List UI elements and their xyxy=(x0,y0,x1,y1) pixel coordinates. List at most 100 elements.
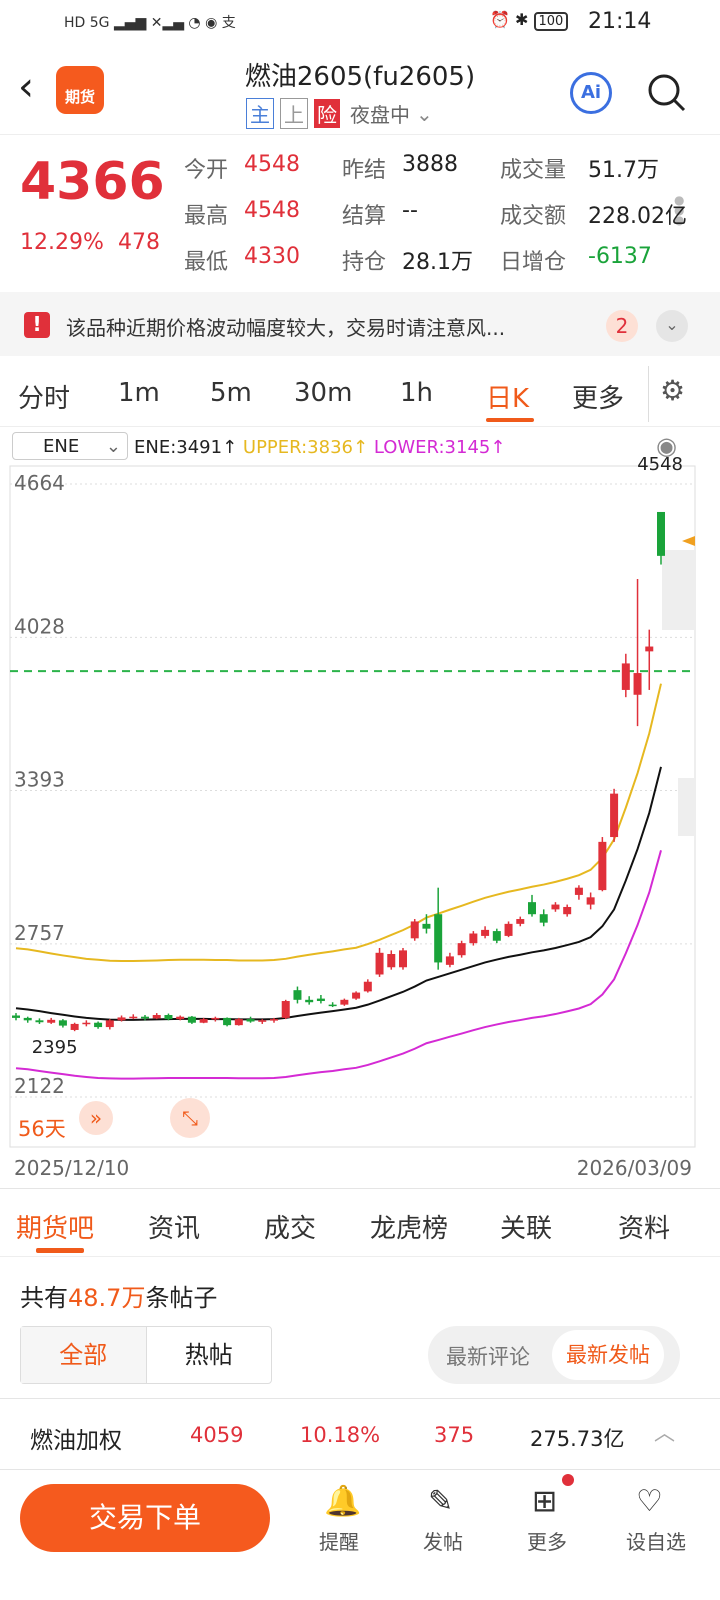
candle-body xyxy=(457,943,466,956)
stat-label: 最高 xyxy=(184,204,229,229)
candle-body xyxy=(387,953,396,968)
eye-icon[interactable]: ◉ xyxy=(656,432,677,460)
candle-body xyxy=(234,1019,243,1026)
badge-dot xyxy=(562,1474,574,1486)
stat-label: 今开 xyxy=(184,158,229,183)
battery: 100 xyxy=(533,12,569,31)
candle-body xyxy=(117,1017,126,1021)
stat-label: 持仓 xyxy=(342,250,387,275)
period-tab[interactable]: 5m xyxy=(210,378,252,408)
indicator-select[interactable]: ENE ⌄ xyxy=(12,432,128,460)
nav-label[interactable]: 更多 xyxy=(527,1530,567,1554)
notice-text: 该品种近期价格波动幅度较大，交易时请注意风... xyxy=(66,316,506,340)
scroll-button xyxy=(79,1101,113,1135)
clock: 21:14 xyxy=(588,9,652,34)
period-label: 56天 xyxy=(18,1117,66,1141)
stat-value: 28.1万 xyxy=(402,250,473,275)
candle-body xyxy=(528,902,536,915)
ai-button[interactable]: Ai xyxy=(570,72,612,114)
period-tab[interactable]: 更多 xyxy=(572,384,625,414)
stat-label: 结算 xyxy=(342,204,387,229)
period-tab[interactable]: 1h xyxy=(400,378,434,408)
community-tab[interactable]: 资讯 xyxy=(148,1214,201,1244)
post-count: 共有48.7万条帖子 xyxy=(20,1278,217,1313)
candle-body xyxy=(35,1020,44,1023)
candle-body xyxy=(270,1019,278,1021)
ind-upper: UPPER:3836↑ xyxy=(242,437,369,458)
nav-icon[interactable]: ✎ xyxy=(428,1484,454,1519)
tag: 上 xyxy=(280,98,308,129)
candle-body xyxy=(164,1015,173,1020)
fullscreen-icon: ⤡ xyxy=(182,1106,198,1130)
filter[interactable]: 全部 xyxy=(21,1327,147,1383)
stat-label: 日增仓 xyxy=(500,250,567,275)
related-pct: 10.18% xyxy=(300,1423,381,1447)
candle-body xyxy=(645,646,654,652)
stat-value: 3888 xyxy=(402,152,458,177)
nav-label[interactable]: 设自选 xyxy=(626,1530,686,1554)
session[interactable]: 夜盘中 xyxy=(350,103,410,127)
filter[interactable]: 热帖 xyxy=(184,1341,233,1369)
community-tab[interactable]: 关联 xyxy=(500,1214,553,1244)
tab-underline xyxy=(36,1248,84,1253)
candle-body xyxy=(258,1020,267,1022)
count: 48.7万 xyxy=(68,1284,146,1312)
period-tab[interactable]: 1m xyxy=(118,378,160,408)
trade-button[interactable]: 交易下单 xyxy=(20,1484,270,1552)
tag: 主 xyxy=(246,98,274,129)
related-price: 4059 xyxy=(190,1423,244,1447)
community-tab[interactable]: 龙虎榜 xyxy=(370,1214,449,1244)
indicator-line xyxy=(15,683,662,962)
stat-value: 4548 xyxy=(244,152,300,177)
prefix: 共有 xyxy=(20,1284,68,1312)
candle-body xyxy=(481,929,490,936)
pct: 12.29% xyxy=(20,230,104,255)
nav-icon[interactable]: ⊞ xyxy=(532,1484,558,1519)
y-tick-label: 2757 xyxy=(14,921,65,945)
divider xyxy=(648,366,649,422)
back-button[interactable]: ‹ xyxy=(18,64,34,110)
notice-bar[interactable] xyxy=(0,292,720,356)
nav-label[interactable]: 提醒 xyxy=(319,1530,359,1554)
ind-ene: ENE:3491↑ xyxy=(134,437,238,458)
period-tab[interactable]: 日K xyxy=(486,384,530,414)
settings[interactable]: ⚙ xyxy=(660,374,686,407)
sort[interactable]: 最新评论 xyxy=(446,1345,530,1369)
candle-body xyxy=(281,1001,290,1018)
nav-label[interactable]: 发帖 xyxy=(423,1530,463,1554)
y-tick-label: 3393 xyxy=(14,768,65,792)
stat-value: 228.02亿 xyxy=(588,204,687,229)
nav-icon[interactable]: 🔔 xyxy=(324,1484,362,1519)
candle-body xyxy=(23,1017,32,1021)
change: 478 xyxy=(118,230,160,255)
candle-body xyxy=(223,1017,232,1026)
stat-label: 昨结 xyxy=(342,158,387,183)
more-dots[interactable]: ● ● ● xyxy=(674,193,685,227)
period-tab[interactable]: 分时 xyxy=(18,384,71,414)
candle-body xyxy=(621,663,630,690)
search-icon[interactable] xyxy=(646,72,688,114)
candle-body xyxy=(47,1019,56,1023)
status-icons: HD 5G ▂▄▆ ✕▂▄ ◔ ◉ 支 xyxy=(64,15,236,31)
related-name: 燃油加权 xyxy=(30,1428,122,1454)
related-bar[interactable]: 燃油加权 4059 10.18% 375 275.73亿 ︿ xyxy=(0,1398,720,1470)
nav-icon[interactable]: ♡ xyxy=(636,1484,663,1519)
scroll-icon: » xyxy=(90,1106,102,1130)
community-tab[interactable]: 资料 xyxy=(618,1214,671,1244)
community-tab[interactable]: 成交 xyxy=(264,1214,317,1244)
sort[interactable]: 最新发帖 xyxy=(552,1330,664,1380)
expand[interactable]: ⌄ xyxy=(656,310,688,342)
candle-body xyxy=(410,921,419,939)
candle-body xyxy=(199,1019,208,1023)
candle-body xyxy=(187,1016,196,1023)
candle-body xyxy=(211,1017,220,1020)
candle-body xyxy=(176,1016,185,1020)
candle-body xyxy=(469,933,478,944)
candle-body xyxy=(563,906,572,915)
candle-body xyxy=(422,923,431,929)
stat-value: 4548 xyxy=(244,198,300,223)
community-tab[interactable]: 期货吧 xyxy=(16,1214,95,1244)
y-tick-label: 4028 xyxy=(14,614,65,638)
period-tab[interactable]: 30m xyxy=(294,378,353,408)
tag-row: 主 上 险 夜盘中 ⌄ xyxy=(246,98,433,129)
